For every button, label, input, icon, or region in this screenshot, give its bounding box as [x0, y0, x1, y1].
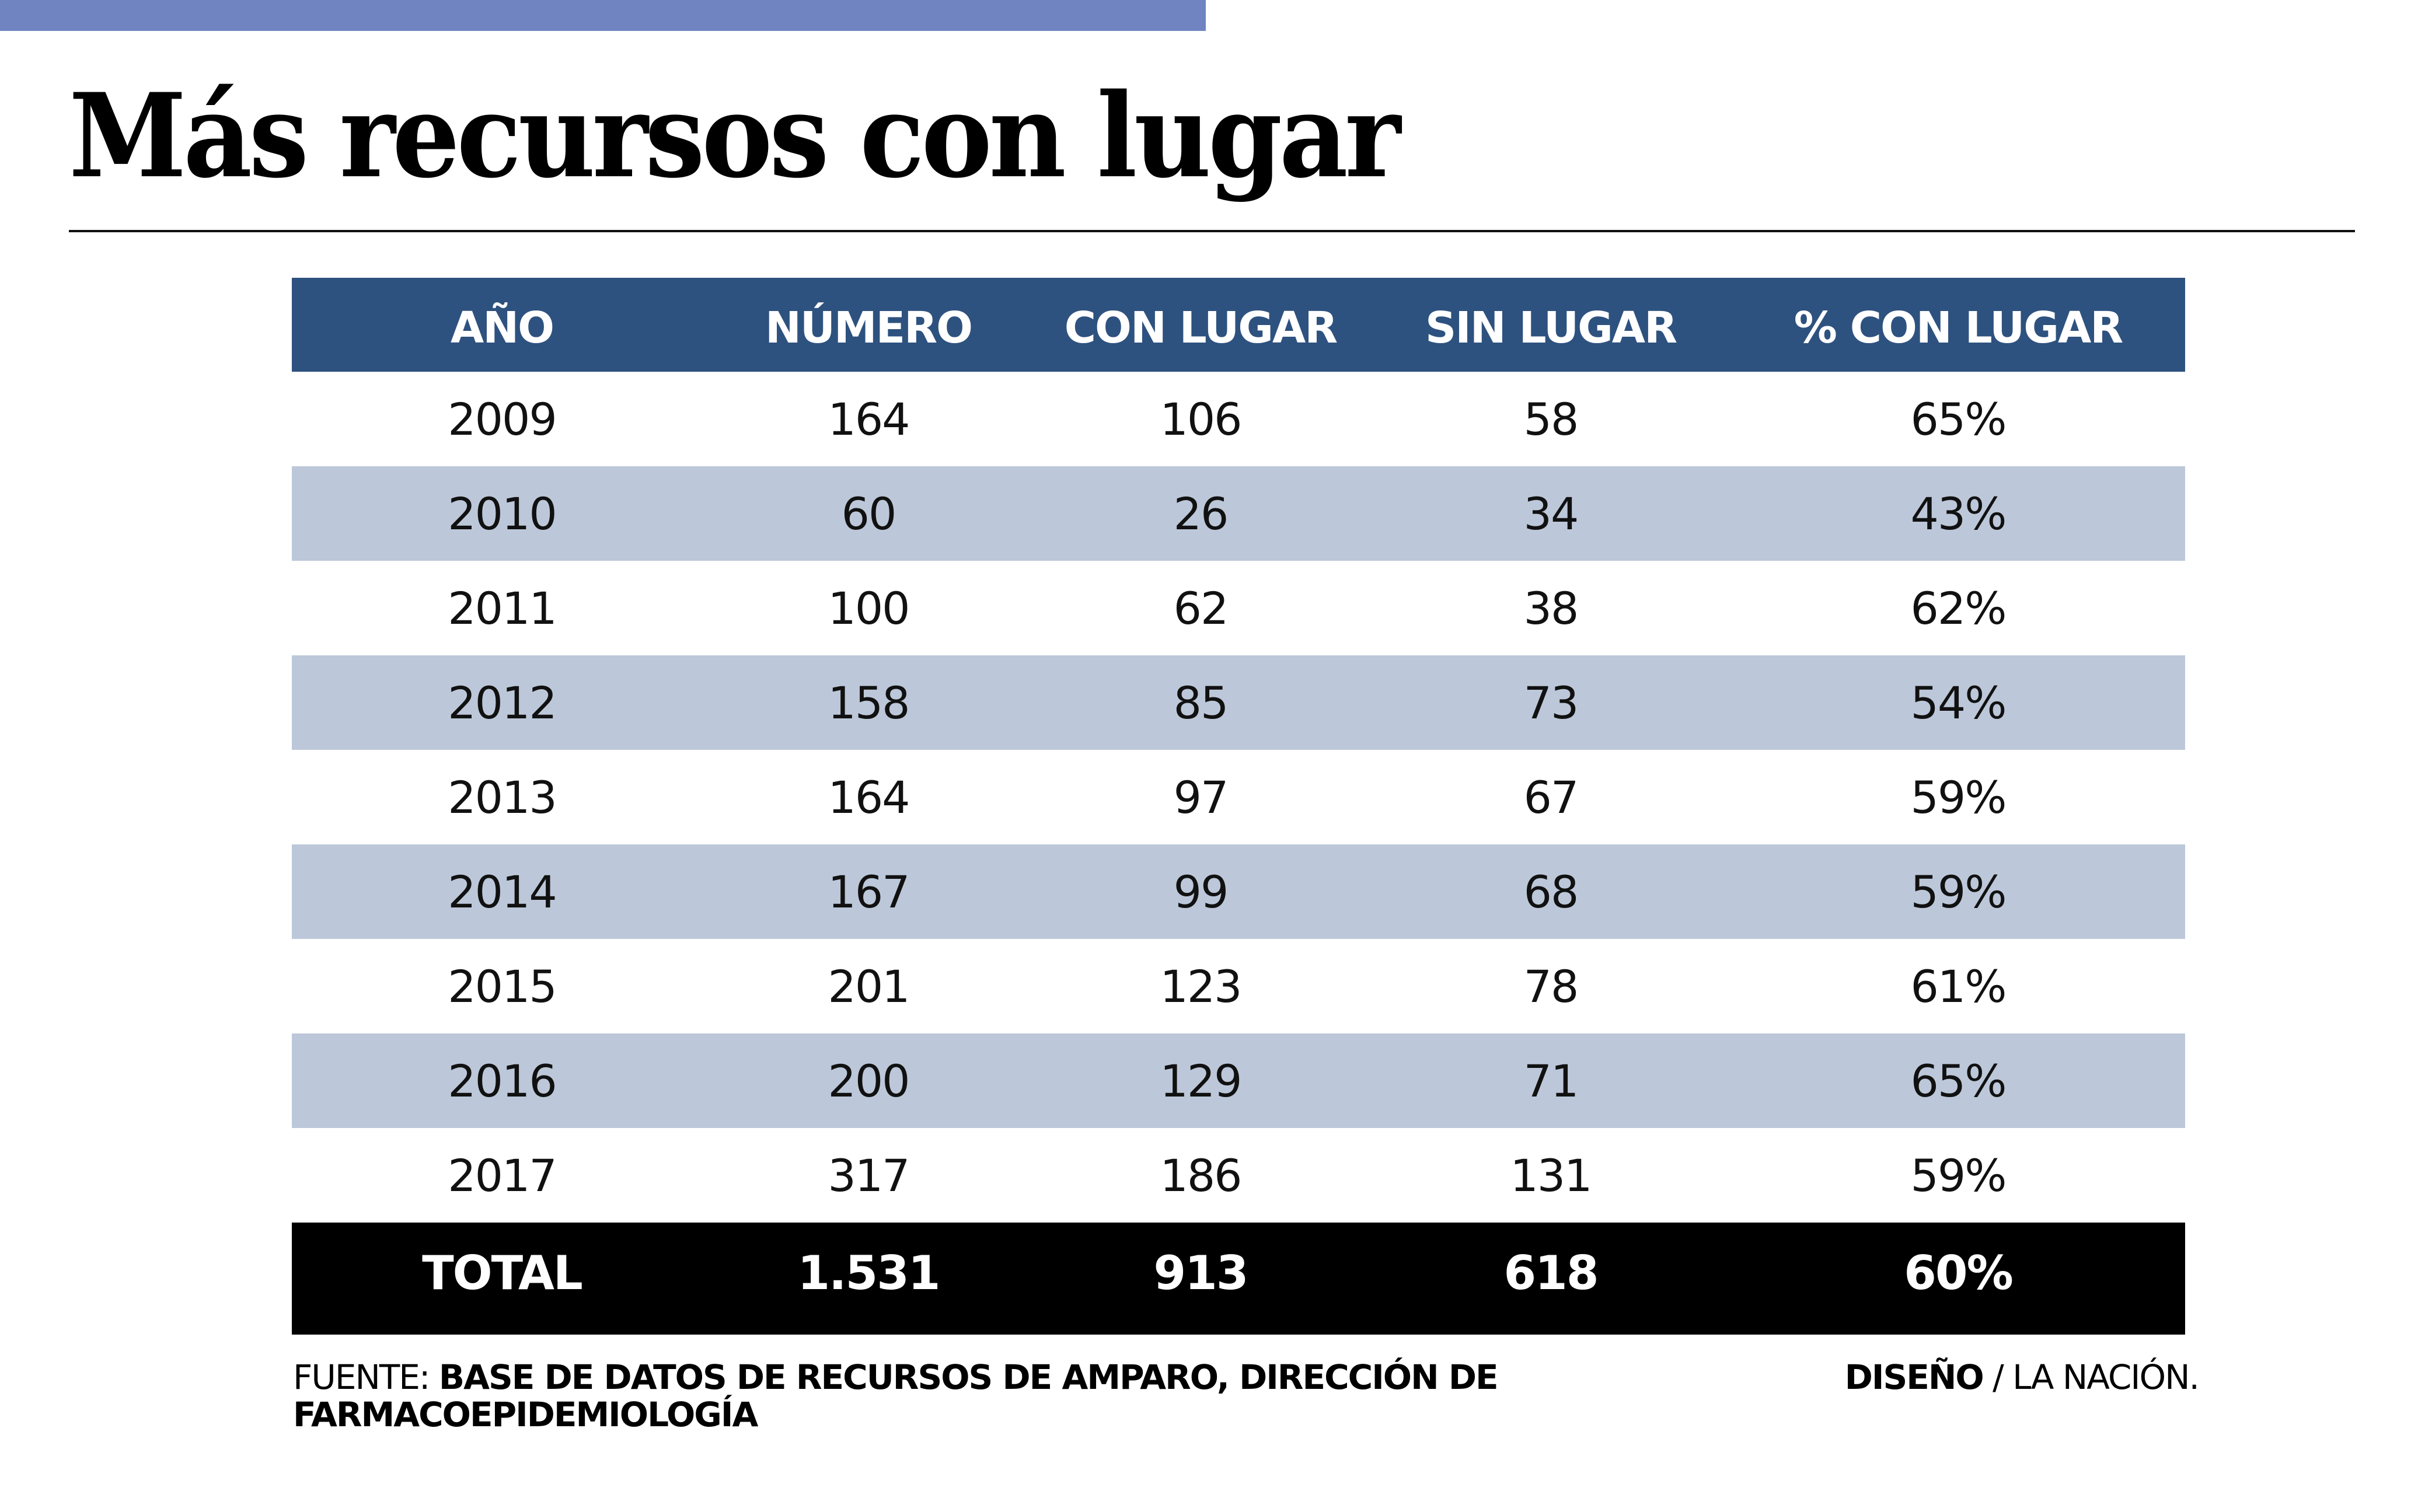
cell-year: 2009 — [448, 393, 557, 445]
total-percent-con-lugar: 60% — [1904, 1245, 2013, 1300]
cell-sin-lugar: 131 — [1510, 1149, 1592, 1202]
cell-percent-con-lugar: 43% — [1910, 487, 2007, 540]
total-number: 1.531 — [797, 1245, 940, 1300]
source-note: FUENTE: BASE DE DATOS DE RECURSOS DE AMP… — [293, 1359, 1577, 1433]
table-body: 2009 164 106 58 65% 2010 60 26 34 43% 2011 100 62 38 6… — [292, 372, 2185, 1223]
cell-con-lugar: 99 — [1173, 865, 1229, 918]
cell-year: 2016 — [448, 1054, 557, 1107]
cell-con-lugar: 62 — [1173, 582, 1229, 634]
total-sin-lugar: 618 — [1503, 1245, 1599, 1300]
design-credit: DISEÑO / LA NACIÓN. — [1844, 1357, 2200, 1397]
cell-number: 164 — [828, 393, 910, 445]
page-title: Más recursos con lugar — [69, 68, 1401, 204]
credit-separator: / — [1983, 1357, 2013, 1397]
cell-sin-lugar: 58 — [1523, 393, 1579, 445]
cell-number: 200 — [828, 1054, 910, 1107]
total-label: TOTAL — [422, 1245, 583, 1300]
cell-year: 2017 — [448, 1149, 557, 1202]
table-header-row: AÑO NÚMERO CON LUGAR SIN LUGAR % CON LUG… — [292, 278, 2185, 372]
cell-con-lugar: 129 — [1160, 1054, 1242, 1107]
table-row: 2010 60 26 34 43% — [292, 466, 2185, 561]
cell-number: 60 — [841, 487, 897, 540]
cell-con-lugar: 106 — [1160, 393, 1242, 445]
credit-value: LA NACIÓN. — [2012, 1357, 2200, 1397]
table-row: 2015 201 123 78 61% — [292, 939, 2185, 1033]
column-header-number: NÚMERO — [765, 302, 973, 353]
source-label: FUENTE: — [293, 1357, 439, 1397]
column-header-sin-lugar: SIN LUGAR — [1425, 302, 1677, 353]
cell-year: 2011 — [448, 582, 557, 634]
table-row: 2017 317 186 131 59% — [292, 1128, 2185, 1223]
cell-percent-con-lugar: 59% — [1910, 1149, 2007, 1202]
cell-sin-lugar: 71 — [1523, 1054, 1579, 1107]
cell-percent-con-lugar: 61% — [1910, 960, 2007, 1012]
column-header-year: AÑO — [450, 302, 554, 353]
credit-label: DISEÑO — [1844, 1357, 1984, 1397]
cell-percent-con-lugar: 59% — [1910, 771, 2007, 823]
cell-con-lugar: 26 — [1173, 487, 1229, 540]
top-accent-bar — [0, 0, 1206, 31]
table-row: 2014 167 99 68 59% — [292, 844, 2185, 939]
cell-year: 2013 — [448, 771, 557, 823]
data-table: AÑO NÚMERO CON LUGAR SIN LUGAR % CON LUG… — [292, 278, 2185, 1335]
table-total-row: TOTAL 1.531 913 618 60% — [292, 1223, 2185, 1335]
cell-year: 2012 — [448, 676, 557, 729]
cell-number: 317 — [828, 1149, 910, 1202]
table-row: 2016 200 129 71 65% — [292, 1033, 2185, 1128]
cell-number: 158 — [828, 676, 910, 729]
source-value: BASE DE DATOS DE RECURSOS DE AMPARO, DIR… — [293, 1357, 1499, 1434]
total-con-lugar: 913 — [1153, 1245, 1249, 1300]
cell-number: 167 — [828, 865, 910, 918]
table-row: 2012 158 85 73 54% — [292, 655, 2185, 750]
cell-sin-lugar: 73 — [1523, 676, 1579, 729]
cell-sin-lugar: 34 — [1523, 487, 1579, 540]
cell-number: 100 — [828, 582, 910, 634]
column-header-percent-con-lugar: % CON LUGAR — [1794, 302, 2123, 353]
cell-year: 2015 — [448, 960, 557, 1012]
column-header-con-lugar: CON LUGAR — [1064, 302, 1338, 353]
cell-number: 201 — [828, 960, 910, 1012]
cell-con-lugar: 186 — [1160, 1149, 1242, 1202]
cell-year: 2014 — [448, 865, 557, 918]
title-divider — [69, 230, 2355, 232]
cell-number: 164 — [828, 771, 910, 823]
cell-percent-con-lugar: 54% — [1910, 676, 2007, 729]
cell-percent-con-lugar: 59% — [1910, 865, 2007, 918]
cell-sin-lugar: 38 — [1523, 582, 1579, 634]
cell-year: 2010 — [448, 487, 557, 540]
table-row: 2013 164 97 67 59% — [292, 750, 2185, 844]
cell-percent-con-lugar: 62% — [1910, 582, 2007, 634]
cell-percent-con-lugar: 65% — [1910, 393, 2007, 445]
table-row: 2009 164 106 58 65% — [292, 372, 2185, 466]
cell-con-lugar: 85 — [1173, 676, 1229, 729]
table-row: 2011 100 62 38 62% — [292, 561, 2185, 655]
cell-con-lugar: 123 — [1160, 960, 1242, 1012]
cell-percent-con-lugar: 65% — [1910, 1054, 2007, 1107]
cell-con-lugar: 97 — [1173, 771, 1229, 823]
cell-sin-lugar: 68 — [1523, 865, 1579, 918]
cell-sin-lugar: 78 — [1523, 960, 1579, 1012]
cell-sin-lugar: 67 — [1523, 771, 1579, 823]
